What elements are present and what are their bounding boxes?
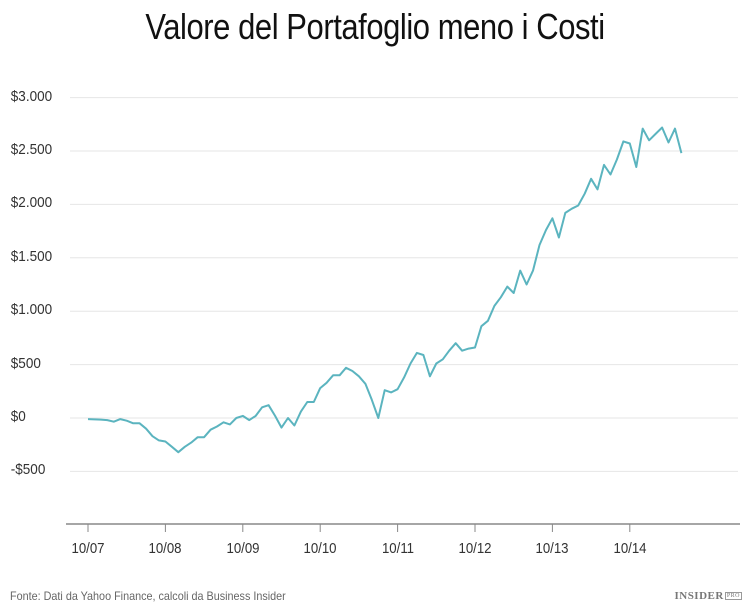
source-note: Fonte: Dati da Yahoo Finance, calcoli da…: [10, 589, 286, 603]
gridlines: [70, 97, 738, 472]
y-tick-label: $2.500: [10, 141, 53, 158]
x-tick-label: 10/09: [226, 540, 260, 557]
y-tick-label: $500: [10, 354, 41, 372]
chart-title: Valore del Portafoglio meno i Costi: [145, 6, 605, 47]
x-tick-label: 10/12: [458, 540, 492, 557]
x-tick-label: 10/10: [303, 540, 337, 557]
y-tick-label: -$500: [10, 461, 46, 479]
logo-badge: PRO: [724, 592, 742, 601]
x-tick-label: 10/14: [613, 540, 647, 557]
y-tick-label: $1.000: [10, 301, 53, 319]
x-axis: [66, 523, 740, 532]
portfolio-value-line: [87, 126, 683, 454]
y-tick-label: $3.000: [10, 87, 53, 105]
x-tick-label: 10/07: [71, 540, 105, 557]
logo-text: INSIDER: [674, 590, 724, 602]
x-tick-label: 10/11: [381, 540, 414, 557]
x-tick-label: 10/13: [535, 540, 569, 557]
y-tick-label: $2.000: [10, 194, 53, 212]
insider-pro-logo: INSIDER PRO: [674, 590, 742, 602]
x-tick-label: 10/08: [148, 540, 182, 557]
y-tick-label: $1.500: [10, 247, 53, 265]
y-tick-label: $0: [10, 408, 26, 425]
